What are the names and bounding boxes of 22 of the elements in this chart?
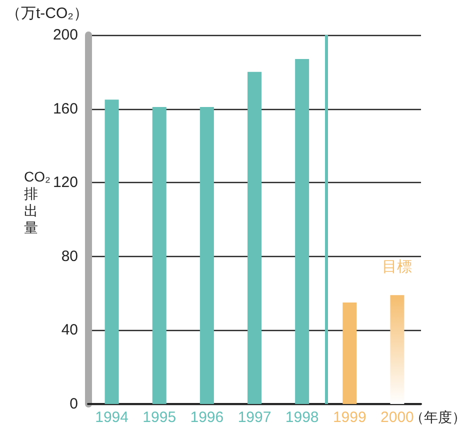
bar — [342, 302, 357, 404]
text: （万t-CO₂） — [6, 5, 88, 22]
x-tick-label: 1996 — [190, 409, 224, 426]
y-axis-title: CO₂排出量 — [24, 168, 50, 236]
x-tick-label: 1998 — [285, 409, 319, 426]
bar — [104, 100, 119, 404]
x-tick-label: 1994 — [95, 409, 128, 426]
x-tick-label: 1997 — [238, 409, 272, 426]
bar — [295, 58, 310, 404]
y-tick-label: 120 — [52, 174, 78, 192]
x-tick-label: 1999 — [332, 409, 366, 426]
bar — [152, 106, 166, 404]
bar — [200, 106, 214, 404]
bar — [248, 72, 262, 404]
x-tick-label: 1995 — [142, 409, 176, 426]
y-tick-label: 0 — [70, 396, 78, 412]
y-tick-label: 80 — [61, 248, 78, 265]
y-tick-label: 40 — [61, 322, 78, 339]
bar — [390, 295, 404, 404]
y-tick-label: 160 — [52, 100, 78, 118]
y-tick-label: 200 — [52, 26, 78, 44]
annotation: 目標 — [382, 258, 412, 276]
